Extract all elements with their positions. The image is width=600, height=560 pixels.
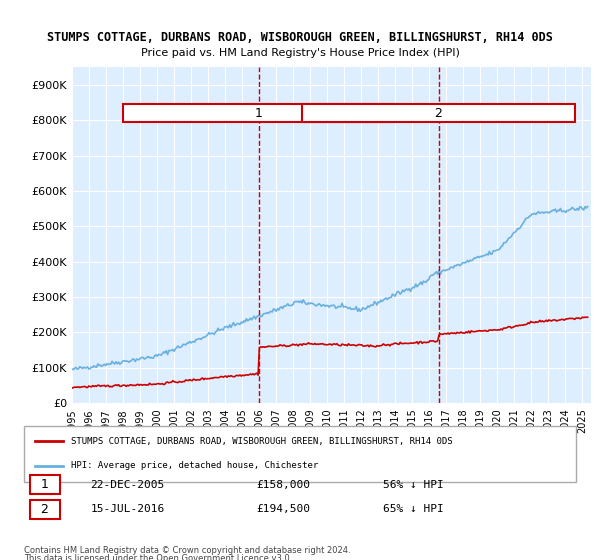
Text: £158,000: £158,000 bbox=[256, 479, 310, 489]
FancyBboxPatch shape bbox=[29, 500, 60, 519]
Text: Contains HM Land Registry data © Crown copyright and database right 2024.: Contains HM Land Registry data © Crown c… bbox=[24, 546, 350, 555]
FancyBboxPatch shape bbox=[29, 475, 60, 494]
Text: STUMPS COTTAGE, DURBANS ROAD, WISBOROUGH GREEN, BILLINGSHURST, RH14 0DS: STUMPS COTTAGE, DURBANS ROAD, WISBOROUGH… bbox=[47, 31, 553, 44]
FancyBboxPatch shape bbox=[122, 104, 395, 122]
Text: £194,500: £194,500 bbox=[256, 505, 310, 515]
Text: 1: 1 bbox=[40, 478, 49, 491]
Text: 65% ↓ HPI: 65% ↓ HPI bbox=[383, 505, 443, 515]
Text: Price paid vs. HM Land Registry's House Price Index (HPI): Price paid vs. HM Land Registry's House … bbox=[140, 48, 460, 58]
Text: This data is licensed under the Open Government Licence v3.0.: This data is licensed under the Open Gov… bbox=[24, 554, 292, 560]
Text: 1: 1 bbox=[255, 106, 263, 120]
Text: 56% ↓ HPI: 56% ↓ HPI bbox=[383, 479, 443, 489]
Text: HPI: Average price, detached house, Chichester: HPI: Average price, detached house, Chic… bbox=[71, 461, 318, 470]
Text: 15-JUL-2016: 15-JUL-2016 bbox=[90, 505, 164, 515]
FancyBboxPatch shape bbox=[302, 104, 575, 122]
Text: 2: 2 bbox=[434, 106, 442, 120]
Text: 2: 2 bbox=[40, 503, 49, 516]
Text: STUMPS COTTAGE, DURBANS ROAD, WISBOROUGH GREEN, BILLINGSHURST, RH14 0DS: STUMPS COTTAGE, DURBANS ROAD, WISBOROUGH… bbox=[71, 437, 452, 446]
FancyBboxPatch shape bbox=[24, 426, 576, 482]
Text: 22-DEC-2005: 22-DEC-2005 bbox=[90, 479, 164, 489]
